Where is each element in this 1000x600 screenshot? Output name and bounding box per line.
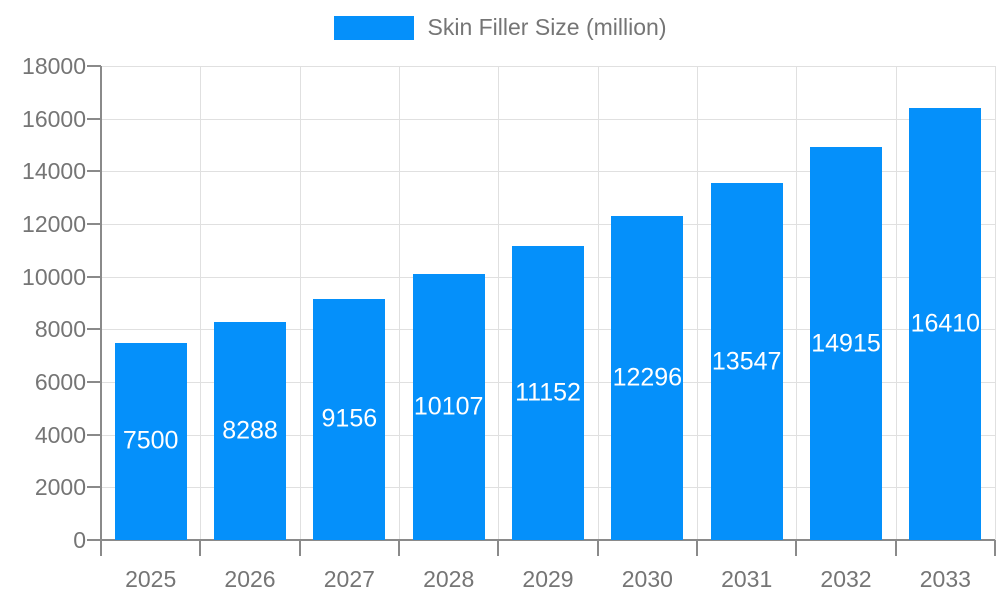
y-axis-label: 12000 (22, 211, 86, 237)
bar[interactable]: 16410 (909, 107, 982, 540)
x-axis-tick (100, 540, 102, 556)
y-axis-label: 18000 (22, 53, 86, 79)
bar[interactable]: 10107 (412, 273, 485, 540)
bar-value-label: 14915 (811, 329, 881, 358)
bar-value-label: 13547 (711, 347, 782, 376)
bar-value-label: 12296 (612, 363, 683, 392)
y-axis-label: 10000 (22, 263, 86, 290)
y-axis-tick (87, 486, 101, 489)
bar[interactable]: 12296 (611, 216, 684, 540)
y-axis-label: 16000 (22, 105, 86, 132)
y-axis-label: 14000 (22, 158, 86, 185)
y-axis-tick (87, 328, 101, 331)
y-axis-label: 2000 (34, 474, 86, 501)
bar[interactable]: 13547 (710, 183, 783, 540)
y-axis-label: 6000 (34, 369, 86, 395)
x-gridline (498, 66, 500, 540)
x-axis-label: 2033 (919, 566, 971, 592)
x-gridline (299, 66, 301, 540)
x-gridline (697, 66, 698, 540)
x-gridline (200, 66, 202, 540)
x-axis-tick (199, 540, 202, 556)
y-axis-tick (87, 275, 101, 278)
x-axis-tick (696, 540, 698, 556)
bar[interactable]: 8288 (214, 321, 286, 540)
y-axis-label: 4000 (34, 421, 86, 448)
y-axis-tick (87, 65, 101, 67)
x-gridline (399, 66, 400, 540)
y-gridline (101, 66, 995, 67)
bar-value-label: 16410 (910, 309, 981, 338)
bar-value-label: 10107 (413, 392, 484, 421)
x-axis-tick (497, 540, 500, 556)
y-axis-tick (87, 381, 101, 383)
bar[interactable]: 11152 (512, 246, 584, 540)
bar[interactable]: 7500 (114, 342, 187, 540)
bar[interactable]: 14915 (810, 147, 882, 540)
x-axis-label: 2031 (721, 566, 773, 592)
y-axis-tick (87, 539, 101, 541)
x-gridline (597, 66, 599, 540)
x-axis-label: 2026 (224, 566, 276, 592)
x-axis-tick (894, 540, 897, 556)
legend-swatch[interactable] (333, 15, 414, 40)
x-axis-label: 2029 (522, 566, 574, 592)
legend-label: Skin Filler Size (million) (427, 14, 667, 40)
bar-value-label: 11152 (515, 378, 581, 407)
x-axis-tick (596, 540, 599, 556)
bar[interactable]: 9156 (313, 298, 386, 540)
x-axis-line (101, 539, 995, 541)
x-axis-tick (795, 540, 798, 556)
y-gridline (101, 224, 995, 225)
x-gridline (796, 66, 798, 540)
y-gridline (101, 118, 995, 120)
x-axis-label: 2028 (423, 566, 475, 592)
x-axis-label: 2027 (323, 566, 375, 592)
x-gridline (895, 66, 897, 540)
x-axis-tick (398, 540, 400, 556)
x-axis-tick (298, 540, 301, 556)
y-axis-tick (87, 433, 101, 436)
y-axis-tick (87, 223, 101, 225)
x-axis-tick (994, 540, 996, 556)
y-axis-label: 0 (73, 527, 86, 553)
bar-value-label: 7500 (122, 426, 179, 455)
bar-value-label: 9156 (321, 404, 378, 433)
y-axis-tick (87, 170, 101, 173)
y-axis-line (100, 66, 102, 540)
x-axis-label: 2030 (621, 566, 673, 592)
legend[interactable]: Skin Filler Size (million) (0, 14, 1000, 41)
x-axis-label: 2025 (125, 566, 177, 592)
y-axis-tick (87, 117, 101, 120)
y-gridline (101, 171, 995, 173)
bar-value-label: 8288 (222, 416, 278, 445)
y-axis-label: 8000 (34, 316, 86, 343)
x-gridline (995, 66, 996, 540)
x-axis-label: 2032 (820, 566, 872, 592)
